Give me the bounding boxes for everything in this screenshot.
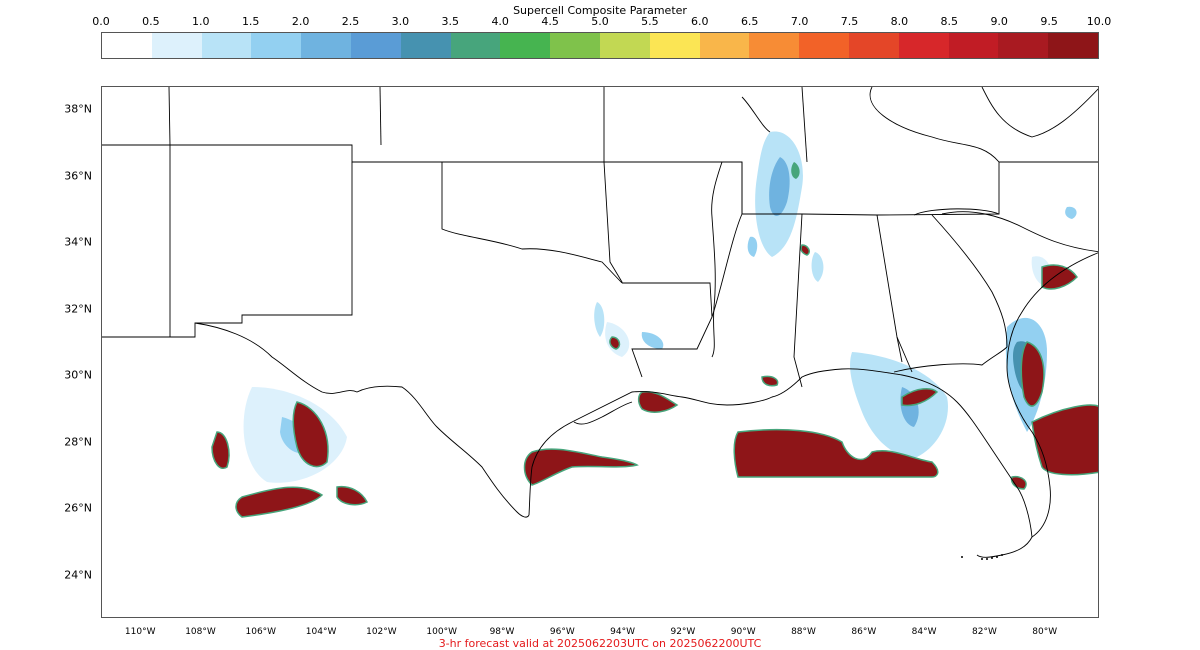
longitude-label: 98°W	[489, 627, 515, 637]
longitude-label: 104°W	[305, 627, 337, 637]
colorbar-tick-label: 10.0	[1086, 15, 1112, 28]
latitude-label: 34°N	[64, 235, 92, 249]
colorbar-tick-label: 9.0	[990, 15, 1008, 28]
colorbar-segment	[500, 33, 551, 58]
colorbar-tick-label: 8.0	[890, 15, 909, 28]
latitude-label: 32°N	[64, 302, 92, 316]
colorbar-title: Supercell Composite Parameter	[513, 4, 687, 17]
longitude-label: 90°W	[730, 627, 756, 637]
colorbar-tick-label: 2.5	[341, 15, 360, 28]
longitude-label: 96°W	[549, 627, 575, 637]
latitude-label: 30°N	[64, 368, 92, 382]
colorbar-segment	[201, 33, 252, 58]
colorbar-tick-label: 5.5	[641, 15, 659, 28]
latitude-label: 26°N	[64, 501, 92, 515]
longitude-label: 106°W	[245, 627, 277, 637]
colorbar-tick-label: 0.0	[92, 15, 110, 28]
colorbar-tick-label: 8.5	[940, 15, 959, 28]
colorbar-segment	[749, 33, 800, 58]
colorbar-segment	[898, 33, 949, 58]
colorbar-tick-label: 7.5	[840, 15, 859, 28]
longitude-label: 84°W	[911, 627, 937, 637]
colorbar-tick-label: 7.0	[790, 15, 809, 28]
colorbar-tick-label: 0.5	[142, 15, 160, 28]
scp-light-shading	[243, 131, 1077, 483]
map-frame	[101, 86, 1099, 618]
longitude-label: 86°W	[851, 627, 877, 637]
colorbar-tick-labels: 0.0 0.5 1.0 1.5 2.0 2.5 3.0 3.5 4.0 4.5 5.0 5.5 6.0 6…	[0, 15, 1200, 29]
colorbar-segment	[102, 33, 152, 58]
colorbar-segment	[699, 33, 750, 58]
latitude-label: 28°N	[64, 435, 92, 449]
colorbar	[101, 32, 1099, 59]
colorbar-segment	[450, 33, 501, 58]
longitude-label: 82°W	[971, 627, 997, 637]
colorbar-segment	[301, 33, 351, 58]
island-details	[961, 554, 1003, 560]
longitude-label: 108°W	[185, 627, 216, 637]
latitude-label: 36°N	[64, 169, 92, 183]
colorbar-tick-label: 6.0	[691, 15, 709, 28]
longitude-label: 88°W	[791, 627, 816, 637]
colorbar-segment	[799, 33, 849, 58]
map-svg	[102, 87, 1098, 560]
colorbar-segment	[649, 33, 700, 58]
scp-high-shading	[211, 244, 1098, 518]
latitude-label: 38°N	[64, 102, 92, 116]
colorbar-segment	[599, 33, 650, 58]
colorbar-tick-label: 9.5	[1040, 15, 1058, 28]
colorbar-segment	[400, 33, 451, 58]
longitude-label: 100°W	[426, 627, 457, 637]
longitude-label: 80°W	[1032, 627, 1058, 637]
latitude-label: 24°N	[64, 568, 92, 582]
colorbar-tick-label: 4.0	[491, 15, 509, 28]
longitude-label: 102°W	[366, 627, 397, 637]
colorbar-segment	[998, 33, 1049, 58]
longitude-label: 94°W	[610, 627, 636, 637]
colorbar-tick-label: 3.5	[441, 15, 460, 28]
colorbar-tick-label: 4.5	[541, 15, 559, 28]
forecast-caption: 3-hr forecast valid at 2025062203UTC on …	[438, 637, 762, 650]
colorbar-segment	[350, 33, 401, 58]
map-boundaries	[102, 87, 1098, 558]
colorbar-segment	[151, 33, 202, 58]
colorbar-segment	[1048, 33, 1098, 58]
colorbar-segment	[550, 33, 600, 58]
colorbar-tick-label: 6.5	[740, 15, 759, 28]
colorbar-tick-label: 5.0	[591, 15, 609, 28]
colorbar-segment	[251, 33, 302, 58]
colorbar-tick-label: 2.0	[291, 15, 310, 28]
colorbar-tick-label: 3.0	[391, 15, 410, 28]
colorbar-tick-label: 1.5	[241, 15, 260, 28]
longitude-label: 110°W	[124, 627, 156, 637]
colorbar-segment	[948, 33, 999, 58]
colorbar-segment	[848, 33, 899, 58]
colorbar-tick-label: 1.0	[192, 15, 210, 28]
longitude-label: 92°W	[670, 627, 696, 637]
